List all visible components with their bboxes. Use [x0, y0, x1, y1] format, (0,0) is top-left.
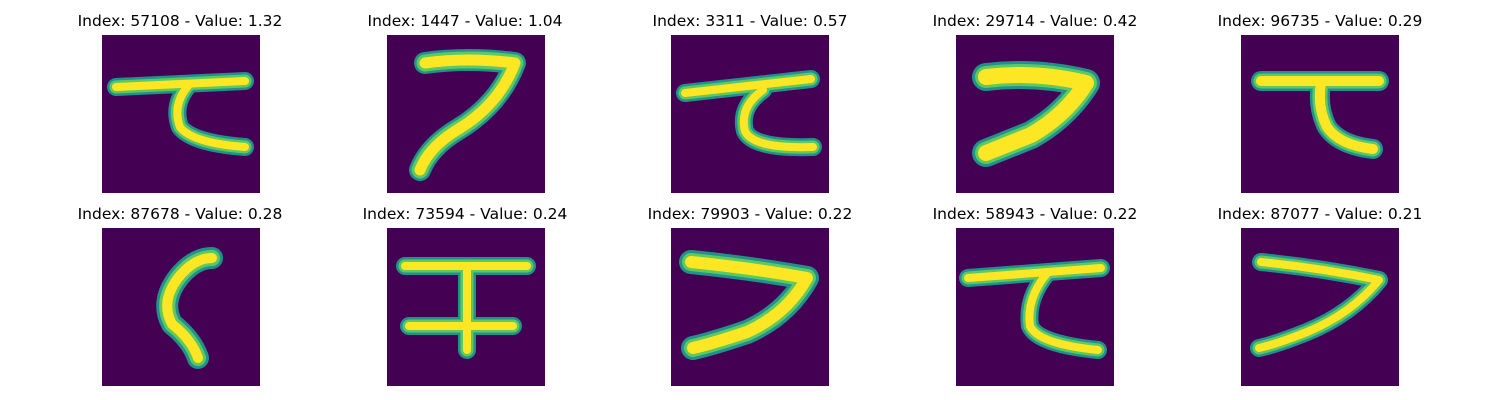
panel-title-6: Index: 87678 - Value: 0.28: [77, 205, 283, 223]
panel-title-7: Index: 73594 - Value: 0.24: [362, 205, 568, 223]
digit-image-10: [1241, 228, 1399, 386]
digit-image-5: [1241, 35, 1399, 193]
digit-image-9: [956, 228, 1114, 386]
digit-image-2: [387, 35, 545, 193]
digit-image-4: [956, 35, 1114, 193]
digit-image-3: [671, 35, 829, 193]
digit-image-6: [102, 228, 260, 386]
panel-title-3: Index: 3311 - Value: 0.57: [652, 12, 848, 30]
digit-image-7: [387, 228, 545, 386]
panel-title-4: Index: 29714 - Value: 0.42: [932, 12, 1138, 30]
panel-title-2: Index: 1447 - Value: 1.04: [367, 12, 563, 30]
panel-title-10: Index: 87077 - Value: 0.21: [1217, 205, 1423, 223]
digit-image-8: [671, 228, 829, 386]
digit-image-1: [102, 35, 260, 193]
panel-title-1: Index: 57108 - Value: 1.32: [77, 12, 283, 30]
panel-title-8: Index: 79903 - Value: 0.22: [647, 205, 853, 223]
panel-title-9: Index: 58943 - Value: 0.22: [932, 205, 1138, 223]
panel-title-5: Index: 96735 - Value: 0.29: [1217, 12, 1423, 30]
